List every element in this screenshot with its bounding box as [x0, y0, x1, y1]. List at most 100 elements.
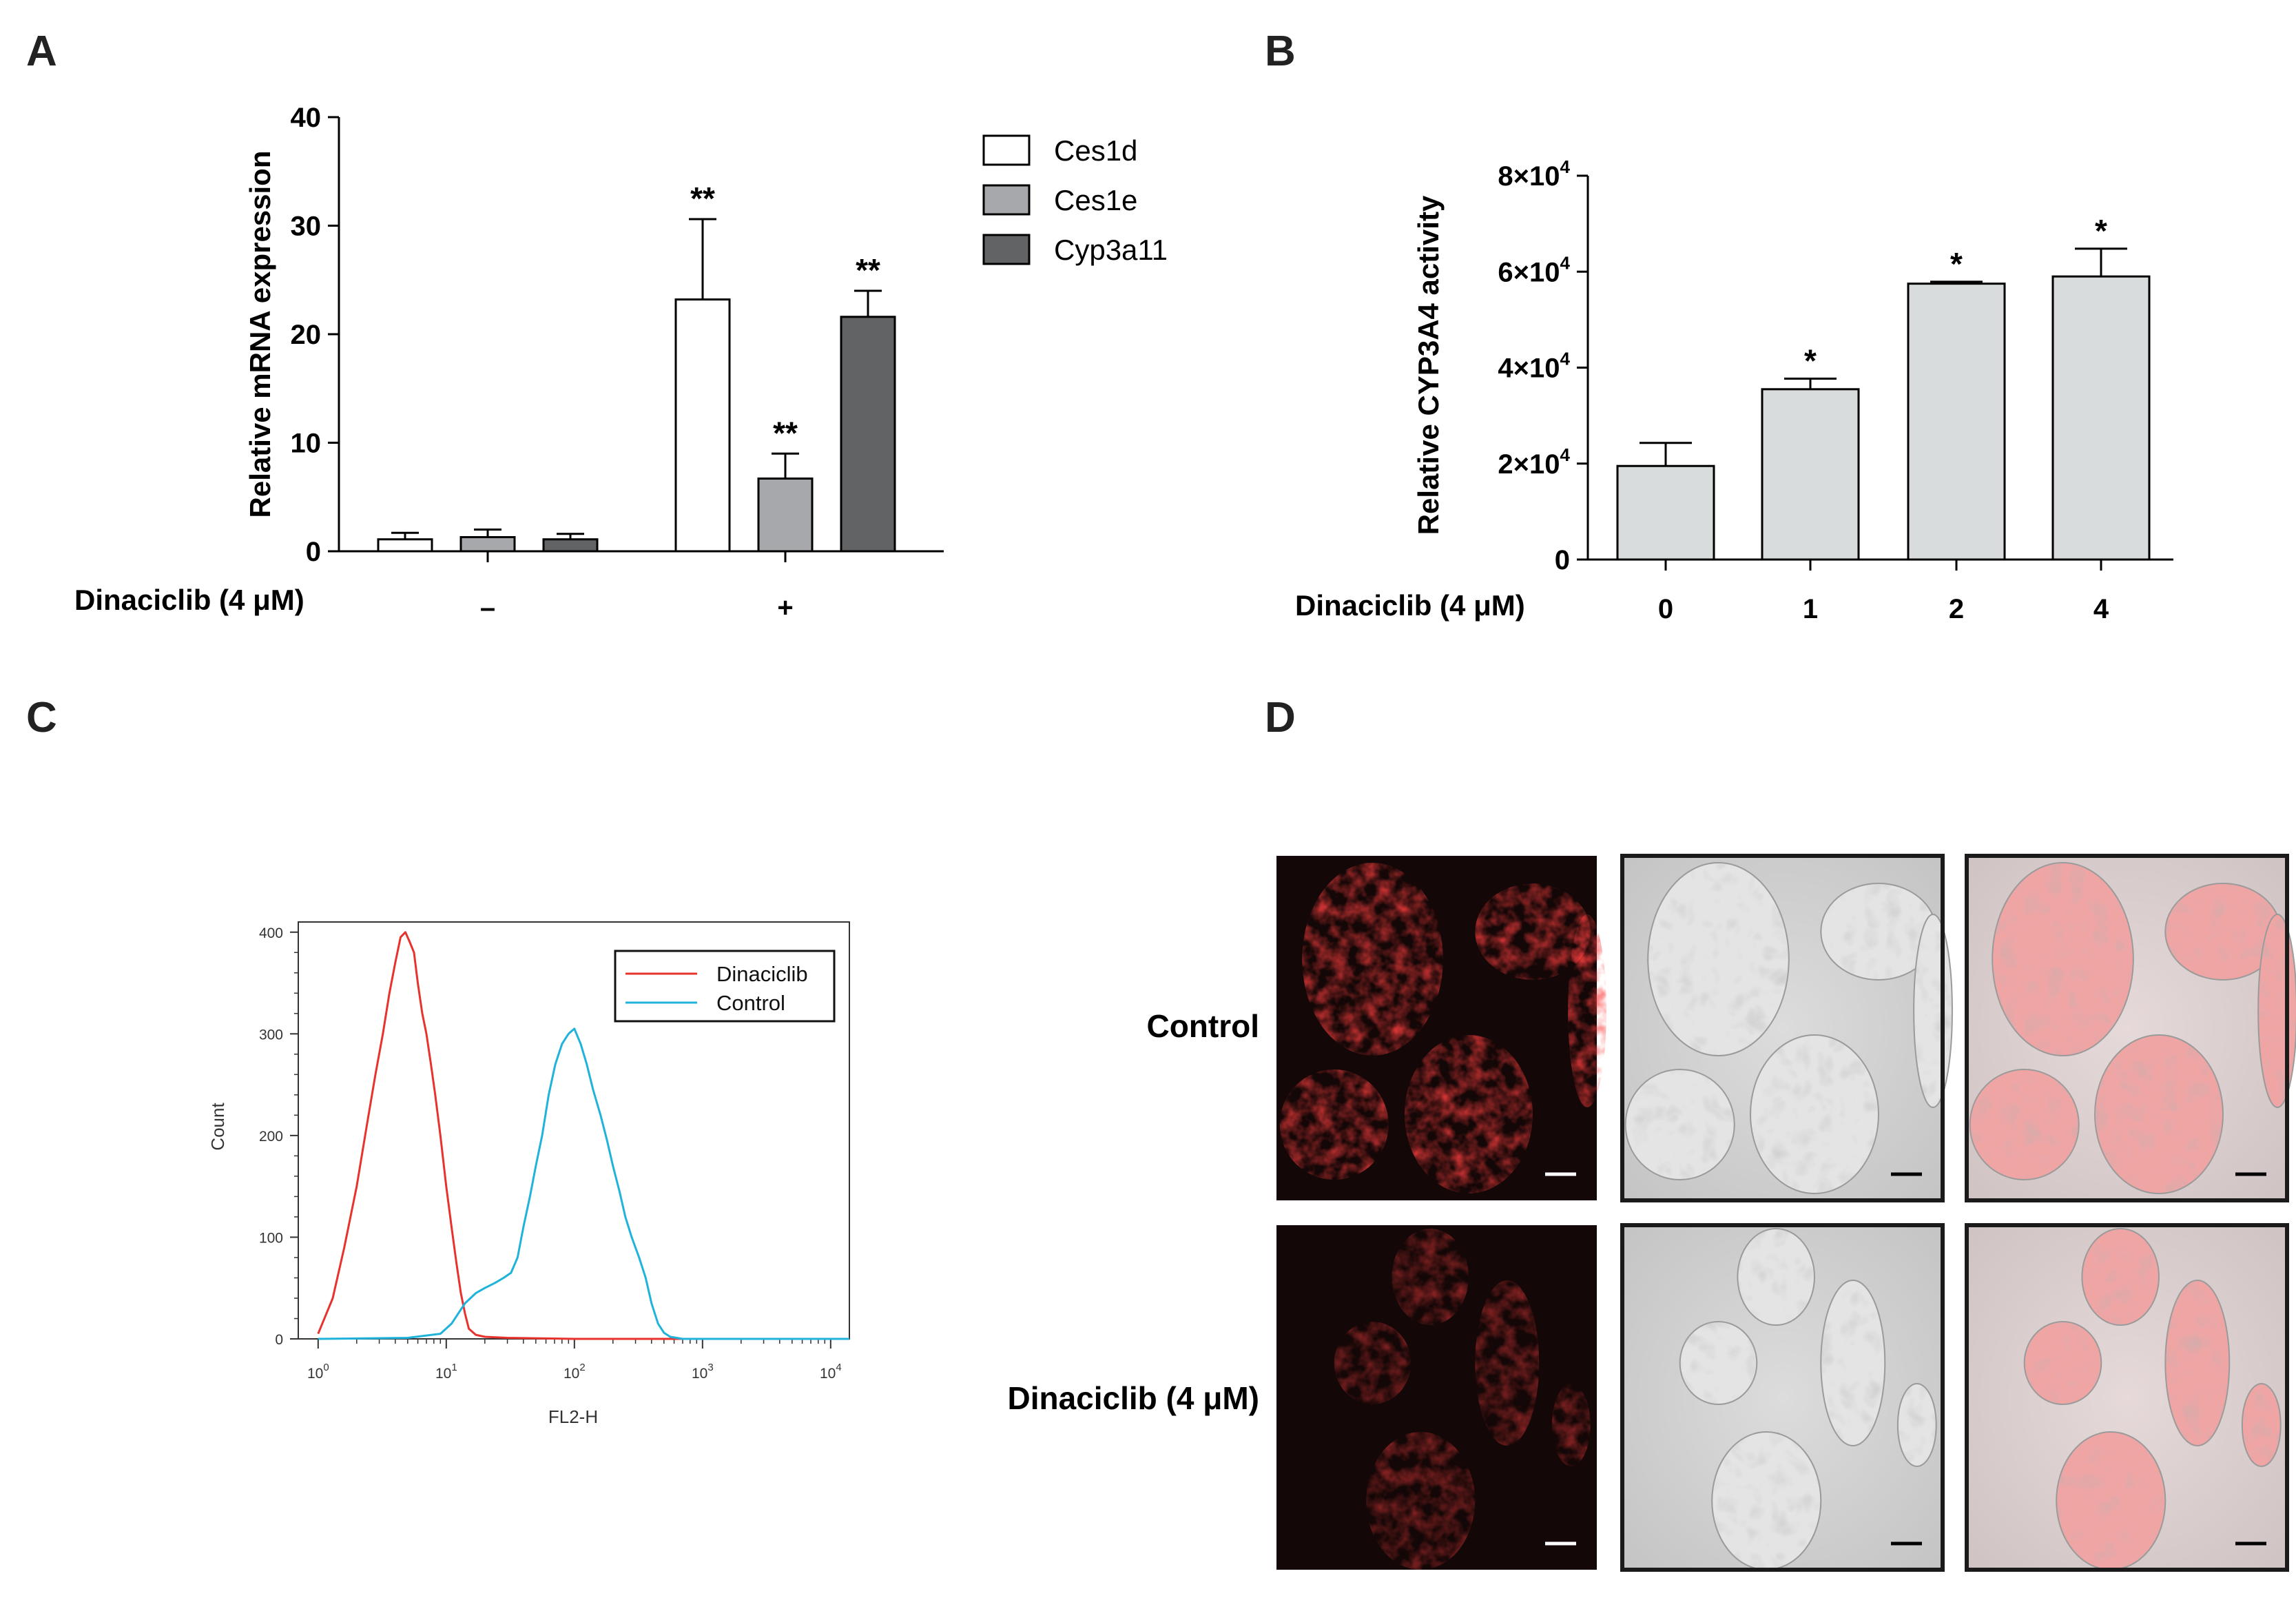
chart-a-significance: ** [856, 252, 880, 288]
cell-cluster [1475, 1280, 1540, 1446]
chart-b-xtick-label: 1 [1803, 594, 1818, 624]
chart-a-bar [840, 316, 896, 553]
image-grid: Control Dinaciclib (4 μM) [1007, 854, 2296, 1572]
chart-c-xtick-label: 103 [692, 1362, 714, 1382]
chart-c: Count FL2-H 0 100 200 300 400 100 101 102 103 104… [207, 921, 850, 1427]
chart-a-ytick-label: 10 [291, 429, 322, 459]
chart-a-legend-swatch [982, 134, 1031, 166]
micrograph-frame [1620, 854, 1945, 1202]
chart-a-bar [377, 538, 433, 553]
chart-b-ytick-label: 2×104 [1498, 444, 1570, 480]
cell-outline [2165, 883, 2281, 980]
chart-b-ylabel: Relative CYP3A4 activity [1412, 195, 1445, 535]
chart-c-ylabel: Count [207, 1103, 228, 1151]
chart-b-bar [2051, 275, 2151, 561]
chart-b-xlabel: Dinaciclib (4 μM) [1295, 589, 1525, 622]
chart-a-ytick-label: 30 [291, 212, 322, 242]
chart-a-ytick-label: 40 [291, 103, 322, 133]
chart-b-significance: * [1804, 343, 1817, 379]
chart-a-bar [757, 477, 814, 553]
chart-a-significance: ** [690, 181, 715, 216]
row-label-dinaciclib: Dinaciclib (4 μM) [1007, 1380, 1259, 1416]
chart-a-ytick-label: 20 [291, 320, 322, 350]
cell-outline [2024, 1322, 2102, 1404]
cell-cluster [1405, 1035, 1533, 1193]
cell-outline [2095, 1035, 2223, 1193]
cell-cluster [1568, 914, 1606, 1107]
chart-b-bar [1907, 283, 2006, 561]
chart-a-bar [459, 536, 516, 553]
chart-a-significance: ** [773, 415, 798, 451]
chart-a-legend-swatch [982, 184, 1031, 216]
chart-a-legend-swatch [982, 234, 1031, 265]
cell-outline [2082, 1229, 2159, 1325]
chart-c-xtick-label: 104 [820, 1362, 842, 1382]
cell-outline [1821, 1280, 1885, 1446]
panel-label-b: B [1265, 28, 1296, 75]
cell-outline [1625, 1069, 1735, 1180]
micrograph-frame [1965, 854, 2289, 1202]
cell-outline [1914, 914, 1952, 1107]
chart-b: Relative CYP3A4 activity Dinaciclib (4 μ… [1295, 156, 2173, 624]
chart-a-xlabel: Dinaciclib (4 μM) [74, 584, 304, 616]
micrograph-frame [1620, 1223, 1945, 1572]
chart-b-ytick-label: 8×104 [1498, 156, 1570, 192]
cell-cluster [1475, 883, 1591, 980]
chart-a-xtick-label: + [777, 593, 793, 623]
chart-c-ytick-label: 400 [259, 925, 283, 941]
chart-c-legend-box [614, 950, 836, 1023]
chart-b-ytick-label: 6×104 [1498, 252, 1570, 287]
cell-cluster [1279, 1069, 1389, 1180]
chart-b-xtick-label: 2 [1949, 594, 1964, 624]
cell-outline [1821, 883, 1936, 980]
chart-a-bar [674, 298, 731, 553]
chart-a-legend-label: Cyp3a11 [1054, 234, 1168, 266]
chart-c-xtick-label: 102 [563, 1362, 586, 1382]
cell-outline [2242, 1384, 2281, 1466]
row-label-control: Control [1146, 1008, 1259, 1044]
cell-cluster [1392, 1229, 1469, 1325]
chart-c-legend-label: Dinaciclib [716, 962, 808, 986]
chart-c-curve-control [318, 1027, 849, 1340]
cell-cluster [1302, 863, 1443, 1056]
chart-b-bar [1616, 464, 1715, 561]
micrograph-fluorescence-dinaciclib [1276, 1225, 1597, 1570]
cell-outline [2165, 1280, 2230, 1446]
chart-b-ytick-label: 4×104 [1498, 349, 1570, 384]
cell-outline [1969, 1069, 2079, 1180]
chart-b-significance: * [1950, 246, 1963, 282]
cell-outline [1712, 1432, 1821, 1570]
chart-c-xlabel: FL2-H [548, 1406, 598, 1427]
chart-a-legend-label: Ces1e [1054, 184, 1137, 216]
panel-label-c: C [26, 694, 57, 741]
panel-label-a: A [26, 28, 57, 75]
chart-a-bar [542, 538, 599, 553]
cell-outline [1737, 1229, 1814, 1325]
micrograph-merge-control [1965, 854, 2296, 1202]
chart-c-ytick-label: 0 [275, 1332, 283, 1348]
cell-outline [1648, 863, 1789, 1056]
chart-b-bar [1761, 388, 1860, 561]
chart-c-ytick-label: 300 [259, 1027, 283, 1043]
cell-cluster [1334, 1322, 1411, 1404]
cell-outline [2056, 1432, 2166, 1570]
chart-c-xtick-label: 101 [435, 1362, 457, 1382]
cell-outline [1679, 1322, 1757, 1404]
micrograph-brightfield-dinaciclib [1620, 1223, 1945, 1572]
cell-outline [2258, 914, 2296, 1107]
chart-a-xtick-label: – [480, 593, 495, 623]
micrograph-fluorescence-control [1276, 856, 1606, 1200]
micrograph-merge-dinaciclib [1965, 1223, 2289, 1572]
chart-b-ytick-label: 0 [1555, 545, 1570, 575]
chart-c-ytick-label: 100 [259, 1230, 283, 1246]
micrograph-brightfield-control [1620, 854, 1953, 1202]
panel-label-d: D [1265, 694, 1296, 741]
chart-b-significance: * [2095, 213, 2107, 249]
chart-c-xtick-label: 100 [307, 1362, 329, 1382]
chart-c-ytick-label: 200 [259, 1129, 283, 1145]
chart-b-xtick-label: 0 [1658, 594, 1673, 624]
chart-a-ytick-label: 0 [306, 537, 321, 567]
chart-a: Relative mRNA expression Dinaciclib (4 μ… [74, 103, 1168, 623]
cell-cluster [1366, 1432, 1476, 1570]
